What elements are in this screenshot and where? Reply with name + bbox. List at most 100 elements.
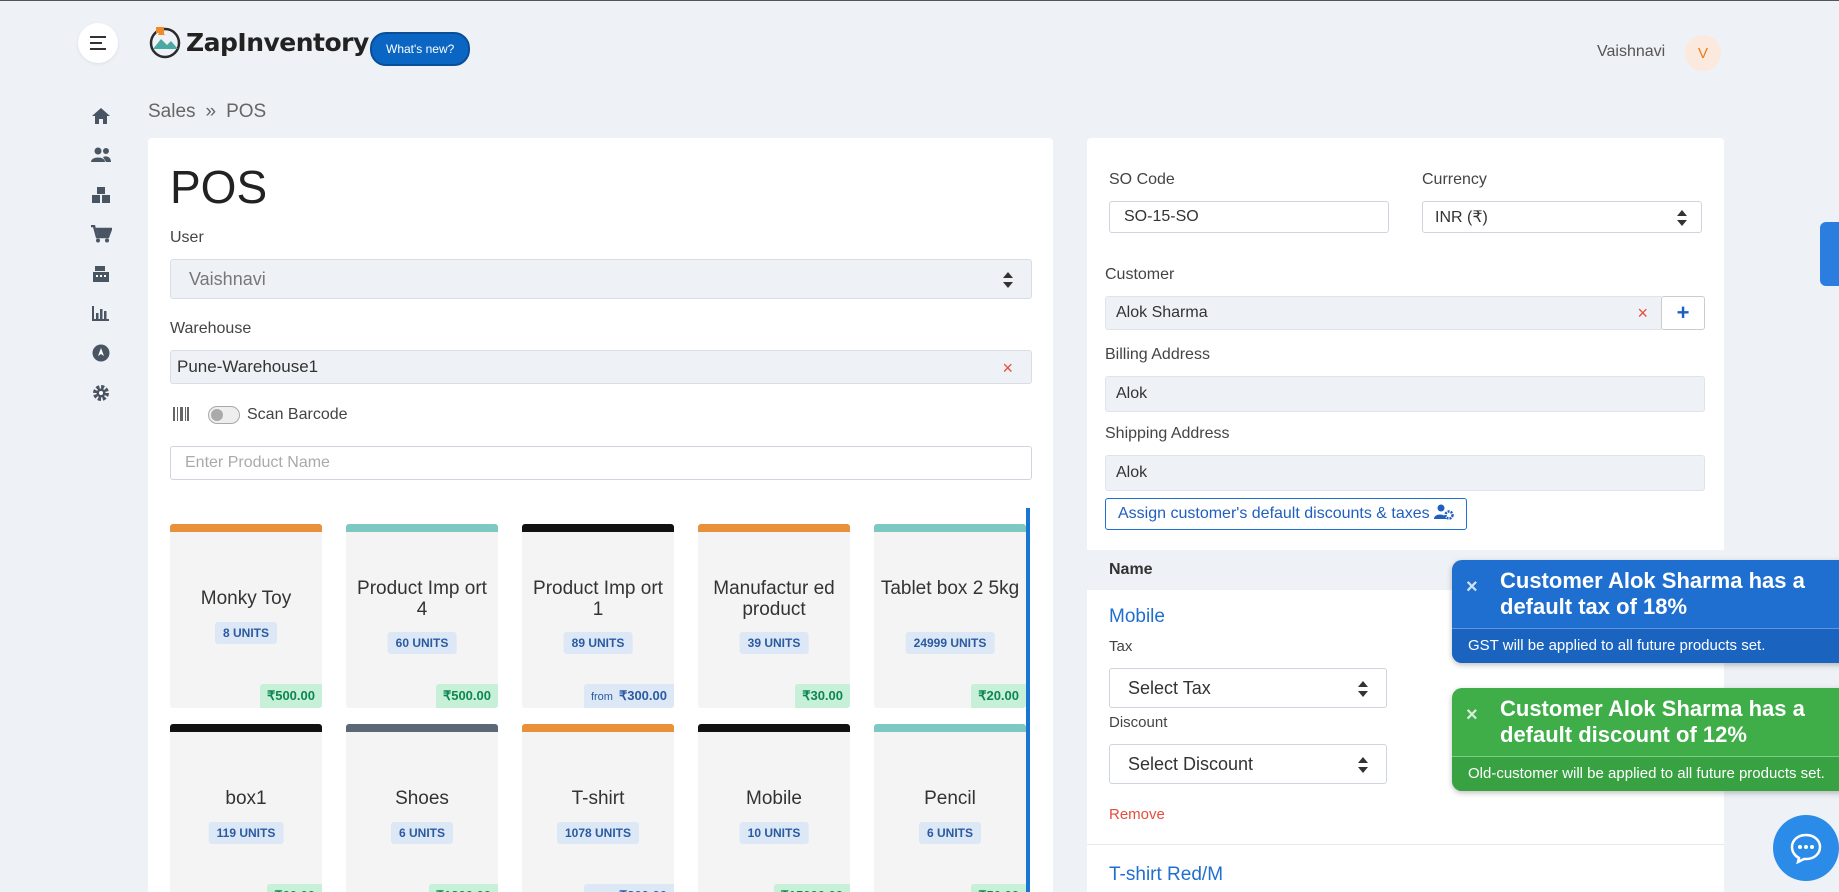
product-card[interactable]: Product Imp ort 4 60 UNITS ₹500.00 [346, 524, 498, 708]
discount-select[interactable]: Select Discount [1109, 744, 1387, 784]
customer-clear-icon[interactable]: × [1637, 303, 1648, 323]
discount-select-value: Select Discount [1128, 753, 1254, 774]
help-tab[interactable] [1820, 222, 1839, 286]
warehouse-select-value: Pune-Warehouse1 [177, 357, 319, 376]
remove-item-link[interactable]: Remove [1109, 806, 1165, 823]
product-card[interactable]: Shoes 6 UNITS ₹1200.00 [346, 724, 498, 892]
pos-panel: POS User Vaishnavi Warehouse Pune-Wareho… [148, 138, 1053, 892]
select-arrows-icon [1003, 272, 1013, 288]
row-divider [1087, 844, 1724, 845]
grid-scroll-indicator[interactable] [1026, 508, 1030, 892]
product-price: ₹20.00 [978, 688, 1019, 703]
compass-icon[interactable] [90, 342, 112, 364]
so-code-input[interactable]: SO-15-SO [1109, 201, 1389, 233]
currency-label: Currency [1422, 171, 1487, 188]
gear-icon[interactable] [90, 382, 112, 404]
so-code-label: SO Code [1109, 171, 1175, 188]
product-units-badge: 119 UNITS [208, 822, 284, 844]
user-label: User [170, 229, 204, 246]
product-price: ₹50.00 [978, 888, 1019, 892]
scan-barcode-label: Scan Barcode [247, 406, 348, 423]
product-card[interactable]: Mobile 10 UNITS ₹15000.00 [698, 724, 850, 892]
hamburger-icon [90, 34, 106, 52]
add-customer-button[interactable]: + [1661, 296, 1705, 330]
avatar[interactable]: V [1685, 35, 1721, 71]
tax-select[interactable]: Select Tax [1109, 668, 1387, 708]
customer-label: Customer [1105, 266, 1175, 283]
home-icon[interactable] [90, 105, 112, 127]
breadcrumb-current: POS [226, 101, 267, 122]
toast-body: GST will be applied to all future produc… [1452, 628, 1839, 663]
toast-close-icon[interactable]: × [1466, 704, 1478, 726]
cart-icon[interactable] [90, 223, 112, 245]
product-name: Tablet box 2 5kg [880, 578, 1020, 599]
logo[interactable]: ZapInventory [148, 25, 369, 59]
user-select[interactable]: Vaishnavi [170, 259, 1032, 299]
product-color-bar [522, 524, 674, 532]
product-card[interactable]: Pencil 6 UNITS ₹50.00 [874, 724, 1026, 892]
assign-defaults-label: Assign customer's default discounts & ta… [1118, 505, 1430, 522]
product-units-badge: 60 UNITS [387, 632, 457, 654]
logo-text: ZapInventory [186, 27, 369, 57]
top-bar: ZapInventory What's new? Vaishnavi V [0, 0, 1839, 90]
product-price-badge: ₹15000.00 [773, 884, 850, 892]
product-price-badge: ₹20.00 [971, 684, 1026, 708]
user-select-value: Vaishnavi [189, 268, 266, 289]
product-card[interactable]: box1 119 UNITS ₹60.00 [170, 724, 322, 892]
currency-select-value: INR (₹) [1435, 209, 1488, 226]
shipping-address-field[interactable]: Alok [1105, 455, 1705, 491]
cash-register-icon[interactable] [90, 263, 112, 285]
product-units-badge: 10 UNITS [739, 822, 809, 844]
customer-select-value: Alok Sharma [1116, 304, 1208, 321]
whats-new-button[interactable]: What's new? [370, 32, 471, 66]
product-name: Manufactur ed product [713, 578, 835, 620]
product-units-badge: 1078 UNITS [556, 822, 640, 844]
select-arrows-icon [1358, 681, 1368, 697]
toast-title: Customer Alok Sharma has a default tax o… [1500, 568, 1805, 619]
product-card[interactable]: Tablet box 2 5kg 24999 UNITS ₹20.00 [874, 524, 1026, 708]
product-name: box1 [225, 788, 267, 809]
product-color-bar [346, 724, 498, 732]
billing-address-field[interactable]: Alok [1105, 376, 1705, 412]
user-name[interactable]: Vaishnavi [1597, 43, 1666, 60]
tax-toast: × Customer Alok Sharma has a default tax… [1452, 560, 1839, 663]
item-name[interactable]: T-shirt Red/M [1109, 864, 1224, 885]
product-price: ₹300.00 [618, 688, 667, 703]
item-name[interactable]: Mobile [1109, 606, 1165, 627]
product-card[interactable]: T-shirt 1078 UNITS from₹800.00 [522, 724, 674, 892]
product-price-badge: ₹1200.00 [428, 884, 498, 892]
boxes-icon[interactable] [90, 184, 112, 206]
product-price-badge: from₹800.00 [583, 884, 674, 892]
chart-icon[interactable] [90, 302, 112, 324]
product-color-bar [874, 724, 1026, 732]
product-search-input[interactable]: Enter Product Name [170, 446, 1032, 480]
toast-title: Customer Alok Sharma has a default disco… [1500, 696, 1805, 747]
tax-label: Tax [1109, 638, 1133, 655]
toast-close-icon[interactable]: × [1466, 576, 1478, 598]
warehouse-clear-icon[interactable]: × [1002, 358, 1013, 378]
product-card[interactable]: Product Imp ort 1 89 UNITS from ₹300.00 [522, 524, 674, 708]
discount-toast: × Customer Alok Sharma has a default dis… [1452, 688, 1839, 791]
currency-select[interactable]: INR (₹) [1422, 201, 1702, 233]
assign-defaults-button[interactable]: Assign customer's default discounts & ta… [1105, 498, 1467, 530]
barcode-icon [173, 407, 189, 426]
shipping-address-label: Shipping Address [1105, 425, 1230, 442]
product-color-bar [170, 524, 322, 532]
product-units-badge: 24999 UNITS [905, 632, 995, 654]
product-name: Pencil [924, 788, 976, 809]
scan-barcode-toggle[interactable] [208, 406, 240, 424]
product-card[interactable]: Manufactur ed product 39 UNITS ₹30.00 [698, 524, 850, 708]
warehouse-select[interactable]: Pune-Warehouse1 × [170, 350, 1032, 384]
product-units-badge: 39 UNITS [739, 632, 809, 654]
product-color-bar [522, 724, 674, 732]
chat-button[interactable] [1773, 815, 1839, 881]
menu-toggle-button[interactable] [78, 23, 118, 63]
page-title: POS [170, 161, 268, 213]
customer-select[interactable]: Alok Sharma × [1105, 296, 1663, 330]
product-name: Product Imp ort 1 [533, 578, 663, 620]
product-units-badge: 6 UNITS [390, 822, 454, 844]
product-card[interactable]: Monky Toy 8 UNITS ₹500.00 [170, 524, 322, 708]
product-price-badge: from ₹300.00 [583, 684, 674, 708]
breadcrumb-sales[interactable]: Sales [148, 101, 196, 122]
users-icon[interactable] [90, 144, 112, 166]
